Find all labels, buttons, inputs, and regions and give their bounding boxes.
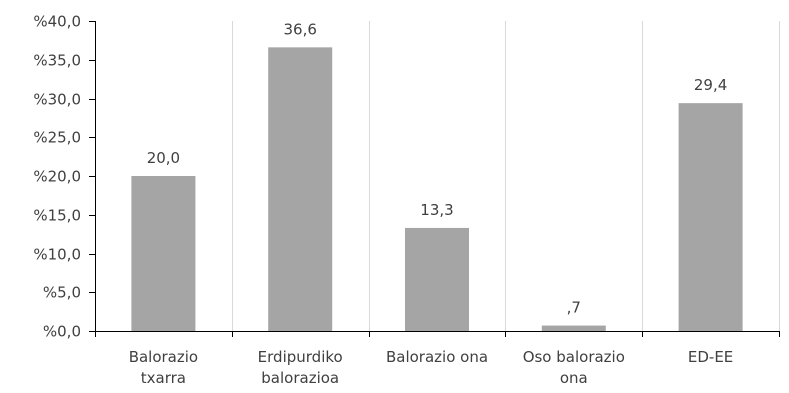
category-label-line: balorazioa (261, 369, 339, 387)
y-tick-label: %40,0 (33, 13, 81, 31)
category-label-line: txarra (141, 369, 186, 387)
data-label: 29,4 (694, 76, 727, 94)
bar (131, 176, 196, 331)
y-tick-label: %25,0 (33, 129, 81, 147)
category-label-line: Balorazio ona (386, 348, 488, 366)
y-tick-label: %0,0 (43, 323, 81, 341)
y-tick-label: %10,0 (33, 246, 81, 264)
category-label: Erdipurdiko balorazioa (258, 348, 343, 387)
data-label: 36,6 (283, 20, 316, 38)
category-label: Oso balorazio ona (523, 348, 625, 387)
category-label-line: Erdipurdiko (258, 348, 343, 366)
category-label-line: ED-EE (688, 348, 733, 366)
data-label: ,7 (567, 299, 581, 317)
category-label: Balorazio txarra (129, 348, 198, 387)
y-tick-label: %30,0 (33, 91, 81, 109)
category-label-line: ona (560, 369, 588, 387)
bar (678, 103, 743, 332)
category-label: ED-EE (688, 348, 733, 366)
bar (405, 227, 469, 331)
bar (541, 325, 606, 331)
data-label: 20,0 (147, 149, 180, 167)
category-label-line: Oso balorazio (523, 348, 625, 366)
bar (268, 47, 333, 331)
category-label: Balorazio ona (386, 348, 488, 366)
data-label: 13,3 (420, 201, 453, 219)
y-tick-label: %15,0 (33, 207, 81, 225)
category-label-line: Balorazio (129, 348, 198, 366)
y-tick-label: %5,0 (43, 284, 81, 302)
y-tick-label: %35,0 (33, 52, 81, 70)
y-tick-label: %20,0 (33, 168, 81, 186)
